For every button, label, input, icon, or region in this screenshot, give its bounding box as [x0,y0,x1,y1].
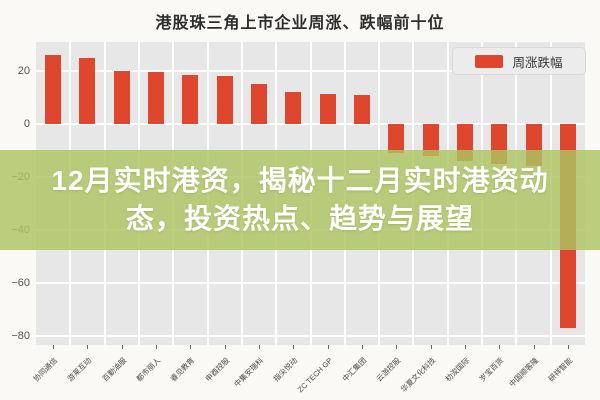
x-tick-mark [567,345,569,349]
x-tick-label: 睿见教育 [169,355,197,384]
y-tick-label: 20 [17,65,30,78]
legend-label: 周涨跌幅 [512,55,563,70]
bar-ZC TECH GP [319,93,336,125]
x-tick-label: 朸浚国际 [443,355,472,384]
x-tick-label: ZC TECH GP [295,355,334,395]
y-tick-label: −80 [11,329,30,342]
legend-swatch-icon [475,54,504,68]
overlay-banner-line2: 态，投资热点、趋势与展望 [125,203,474,234]
x-tick-mark [464,345,466,349]
x-tick-mark [293,345,295,349]
y-tick-label: −60 [11,277,30,290]
x-tick-mark [361,345,363,349]
bar-中集安瑞科 [251,84,268,125]
x-tick-mark [224,345,226,349]
x-tick-mark [430,345,432,349]
x-tick-label: 岁宝百货 [477,355,506,384]
x-tick-mark [259,345,261,349]
bar-华夏文化科技 [422,124,439,156]
bar-游莱互动 [79,57,96,125]
overlay-banner-line1: 12月实时港资，揭秘十二月实时港资动 [51,165,549,196]
overlay-banner: 12月实时港资，揭秘十二月实时港资动 态，投资热点、趋势与展望 [0,150,600,250]
x-tick-mark [53,345,55,349]
chart-title: 港股珠三角上市企业周涨、跌幅前十位 [155,15,445,32]
legend: 周涨跌幅 [452,47,586,75]
bar-云游控股 [388,124,405,154]
x-tick-mark [533,345,535,349]
x-tick-label: 云游控股 [374,355,403,384]
x-tick-mark [190,345,192,349]
bar-百勤油服 [113,71,130,125]
x-tick-label: 中汇集团 [340,355,369,384]
bar-指尖悦动 [285,92,302,125]
bar-睿见教育 [182,75,199,125]
x-tick-label: 华夏文化科技 [398,355,437,395]
x-tick-mark [156,345,158,349]
x-tick-label: 研祥智能 [546,355,575,384]
y-tick-label: 0 [23,118,30,131]
x-tick-mark [121,345,123,349]
x-tick-mark [87,345,89,349]
x-tick-label: 中国顺客隆 [506,355,540,389]
x-tick-label: 百勤油服 [100,355,128,384]
x-tick-label: 中集安瑞科 [232,355,266,389]
x-tick-label: 游莱互动 [66,355,94,384]
x-tick-mark [327,345,329,349]
x-tick-label: 申酉控股 [203,355,231,384]
x-tick-label: 都市丽人 [134,355,163,384]
x-tick-label: 指尖悦动 [271,355,300,384]
x-tick-mark [396,345,398,349]
x-tick-label: 协同通信 [31,355,60,384]
bar-申酉控股 [216,76,233,125]
x-tick-mark [499,345,501,349]
bar-都市丽人 [148,72,165,125]
bar-中汇集团 [353,94,370,125]
bar-协同通信 [45,55,62,125]
